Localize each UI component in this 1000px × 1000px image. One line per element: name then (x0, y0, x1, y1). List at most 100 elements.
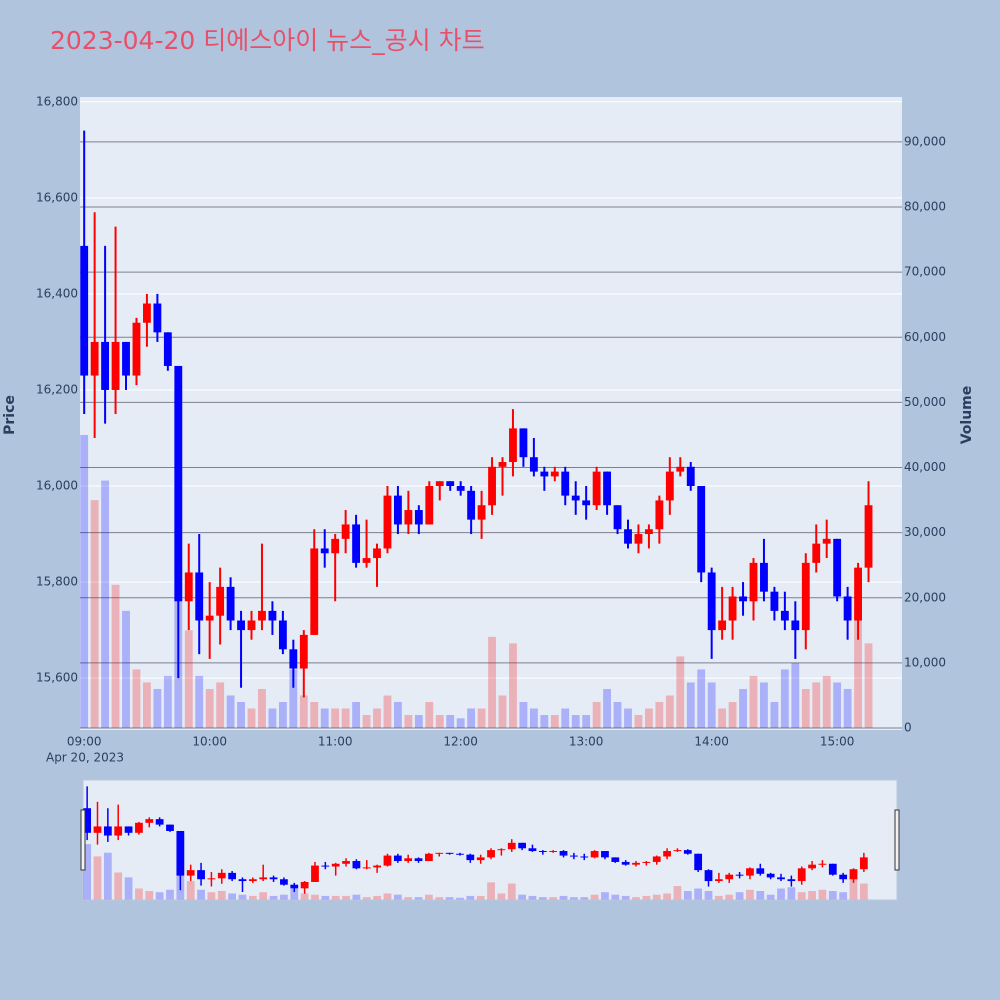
candle-body (854, 567, 862, 621)
mini-candle-body (704, 870, 713, 882)
mini-volume-bar (714, 895, 723, 900)
chart-title: 2023-04-20 티에스아이 뉴스_공시 차트 (50, 26, 485, 55)
candle-body (143, 303, 151, 323)
volume-bar (143, 682, 151, 729)
volume-bar (373, 708, 381, 729)
candle-body (676, 466, 685, 472)
mini-candle-body (414, 858, 423, 862)
candle-body (749, 562, 758, 602)
candle-body (435, 481, 444, 487)
y2-axis-title: Volume (959, 386, 975, 445)
volume-bar (613, 701, 622, 729)
mini-candle-body (797, 868, 806, 882)
volume-bar (247, 708, 256, 729)
candle-body (634, 534, 643, 544)
candle-body (80, 245, 89, 376)
candle-body (425, 486, 434, 525)
mini-volume-bar (746, 889, 754, 900)
volume-bar (394, 701, 402, 729)
mini-candle-body (93, 826, 102, 833)
y2-tick-label: 60,000 (904, 330, 946, 344)
candle-body (258, 610, 266, 621)
mini-volume-bar (828, 890, 837, 900)
y2-tick-label: 30,000 (904, 525, 946, 539)
mini-candle-body (248, 879, 257, 882)
mini-volume-bar (559, 895, 568, 900)
mini-candle-body (404, 858, 413, 862)
candle-body (498, 462, 507, 467)
candle-body (812, 543, 821, 563)
candle-body (697, 486, 706, 573)
candle-body (299, 634, 308, 669)
volume-bar (299, 695, 308, 729)
candle-body (843, 596, 852, 621)
mini-candle-body (331, 863, 340, 867)
candle-body (341, 524, 350, 539)
mini-volume-bar (228, 893, 237, 900)
mini-candle-body (673, 850, 682, 852)
volume-bar (404, 715, 413, 729)
mini-candle-body (601, 851, 609, 858)
mini-candle-body (714, 879, 723, 882)
mini-volume-bar (445, 897, 454, 900)
mini-volume-bar (507, 883, 516, 900)
mini-volume-bar (238, 894, 247, 900)
volume-bar (258, 688, 266, 729)
mini-candle-body (393, 855, 402, 862)
candle-body (247, 620, 256, 631)
volume-bar (603, 688, 612, 729)
candle-body (310, 548, 319, 635)
mini-volume-bar (777, 888, 785, 900)
candle-body (414, 510, 423, 525)
candle-body (153, 303, 162, 333)
candle-body (174, 365, 183, 602)
mini-candle-body (207, 878, 216, 880)
mini-candle-body (145, 819, 154, 823)
volume-bar (760, 682, 768, 729)
candle-body (446, 481, 455, 487)
y-tick-label: 15,800 (36, 575, 78, 589)
mini-candle-body (735, 874, 744, 876)
candle-body (718, 620, 727, 631)
mini-volume-bar (103, 852, 112, 900)
mini-candle-body (828, 863, 837, 875)
mini-volume-bar (476, 895, 485, 900)
volume-bar (519, 701, 528, 729)
mini-volume-bar (290, 888, 299, 900)
candle-body (289, 649, 298, 669)
y2-tick-label: 10,000 (904, 655, 946, 669)
volume-bar (634, 715, 643, 729)
y-axis-title: Price (2, 395, 18, 435)
mini-volume-bar (404, 897, 413, 900)
x-tick-label: 12:00 (443, 735, 478, 749)
mini-volume-bar (342, 895, 350, 900)
volume-bar (435, 715, 444, 729)
mini-volume-bar (808, 890, 816, 900)
candle-body (582, 500, 591, 506)
mini-volume-bar (435, 897, 444, 900)
candle-body (686, 466, 695, 487)
mini-volume-bar (570, 897, 578, 900)
mini-candle-body (445, 852, 454, 854)
range-slider[interactable] (82, 779, 898, 901)
mini-candle-body (611, 857, 620, 862)
range-handle[interactable] (80, 809, 86, 871)
candle-body (624, 529, 632, 544)
mini-volume-bar (373, 895, 382, 900)
mini-volume-bar (787, 887, 796, 900)
volume-bar (205, 688, 214, 729)
candle-body (540, 471, 549, 477)
volume-bar (718, 708, 727, 729)
mini-candle-body (632, 862, 640, 865)
volume-bar (749, 675, 758, 729)
candle-body (268, 610, 277, 621)
mini-volume-bar (621, 895, 630, 900)
mini-candle-body (135, 822, 143, 833)
candle-body (320, 548, 329, 554)
range-handle[interactable] (894, 809, 900, 871)
volume-bar (362, 715, 371, 729)
mini-volume-bar (114, 872, 123, 900)
y-tick-label: 16,200 (36, 382, 78, 396)
volume-bar (132, 669, 141, 729)
candle-body (404, 510, 413, 525)
